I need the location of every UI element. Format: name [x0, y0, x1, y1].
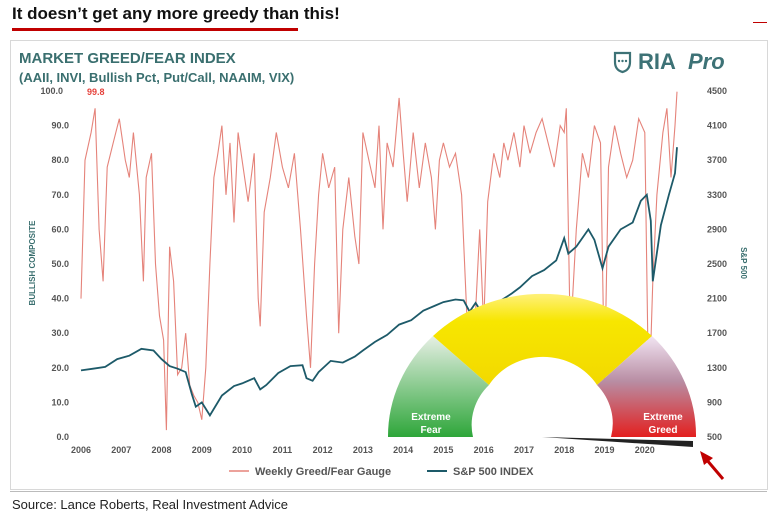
y-tick-left: 100.0	[40, 86, 63, 96]
chart-title: MARKET GREED/FEAR INDEX	[19, 50, 236, 67]
chart-subtitle: (AAII, INVI, Bullish Pct, Put/Call, NAAI…	[19, 70, 294, 85]
source-divider	[10, 491, 767, 492]
x-axis-ticks: 2006 2007 2008 2009 2010 2011 2012 2013 2014 2015…	[71, 445, 655, 455]
brand-name: RIA	[638, 49, 676, 74]
gauge-label-extreme-greed-2: Greed	[649, 425, 678, 436]
greed-fear-gauge: Extreme Fear Extreme Greed	[387, 293, 697, 447]
y-tick-left: 90.0	[51, 121, 69, 131]
x-tick: 2019	[594, 445, 614, 455]
greed-fear-chart: MARKET GREED/FEAR INDEX (AAII, INVI, Bul…	[19, 49, 748, 480]
brand-suffix: Pro	[688, 49, 725, 74]
y-axis-left-label: BULLISH COMPOSITE	[28, 220, 37, 306]
legend: Weekly Greed/Fear Gauge S&P 500 INDEX	[229, 466, 534, 478]
y-tick-right: 2500	[707, 259, 727, 269]
x-tick: 2011	[273, 445, 293, 455]
current-value-label: 99.8	[87, 87, 105, 97]
x-tick: 2016	[474, 445, 494, 455]
x-tick: 2008	[152, 445, 172, 455]
x-tick: 2010	[232, 445, 252, 455]
y-tick-right: 500	[707, 432, 722, 442]
legend-label-gauge: Weekly Greed/Fear Gauge	[255, 466, 391, 478]
y-tick-left: 50.0	[51, 259, 69, 269]
y-tick-left: 10.0	[51, 397, 69, 407]
legend-label-sp500: S&P 500 INDEX	[453, 466, 534, 478]
y-tick-left: 30.0	[51, 328, 69, 338]
red-arrow-icon	[700, 451, 725, 480]
x-tick: 2015	[433, 445, 453, 455]
headline-underline	[12, 28, 298, 31]
y-tick-left: 80.0	[51, 155, 69, 165]
gauge-fear-segment	[387, 336, 489, 437]
y-tick-right: 4100	[707, 121, 727, 131]
x-tick: 2014	[393, 445, 413, 455]
y-axis-right-label: S&P 500	[739, 247, 748, 279]
y-tick-left: 0.0	[56, 432, 69, 442]
ria-shield-icon	[613, 51, 632, 74]
x-tick: 2013	[353, 445, 373, 455]
source-note: Source: Lance Roberts, Real Investment A…	[12, 497, 289, 512]
gauge-neutral-segment	[433, 293, 652, 385]
series-line-sp500	[80, 147, 678, 418]
x-tick: 2020	[635, 445, 655, 455]
y-tick-right: 900	[707, 397, 722, 407]
gauge-label-extreme-fear-2: Fear	[420, 425, 441, 436]
x-tick: 2006	[71, 445, 91, 455]
y-axis-left-ticks: 0.0 10.0 20.0 30.0 40.0 50.0 60.0 70.0 80.0 90.0 1…	[40, 86, 69, 442]
series-line-greed-fear-gauge	[80, 91, 678, 431]
chart-frame: MARKET GREED/FEAR INDEX (AAII, INVI, Bul…	[10, 40, 768, 490]
corner-rule	[753, 22, 767, 23]
x-tick: 2018	[554, 445, 574, 455]
y-tick-left: 60.0	[51, 224, 69, 234]
y-axis-right-ticks: 500 900 1300 1700 2100 2500 2900 3300 3700 4100 45…	[707, 86, 727, 442]
x-tick: 2009	[192, 445, 212, 455]
y-tick-left: 70.0	[51, 190, 69, 200]
y-tick-right: 4500	[707, 86, 727, 96]
y-tick-right: 2100	[707, 294, 727, 304]
y-tick-left: 40.0	[51, 294, 69, 304]
gauge-greed-segment	[597, 336, 697, 437]
y-tick-right: 3300	[707, 190, 727, 200]
headline: It doesn’t get any more greedy than this…	[12, 4, 340, 23]
y-tick-right: 1700	[707, 328, 727, 338]
x-tick: 2017	[514, 445, 534, 455]
gauge-needle	[542, 437, 693, 447]
x-tick: 2007	[111, 445, 131, 455]
y-tick-right: 2900	[707, 224, 727, 234]
gauge-label-extreme-greed: Extreme	[643, 412, 683, 423]
y-tick-right: 1300	[707, 363, 727, 373]
gauge-label-extreme-fear: Extreme	[411, 412, 451, 423]
y-tick-left: 20.0	[51, 363, 69, 373]
x-tick: 2012	[313, 445, 333, 455]
y-tick-right: 3700	[707, 155, 727, 165]
